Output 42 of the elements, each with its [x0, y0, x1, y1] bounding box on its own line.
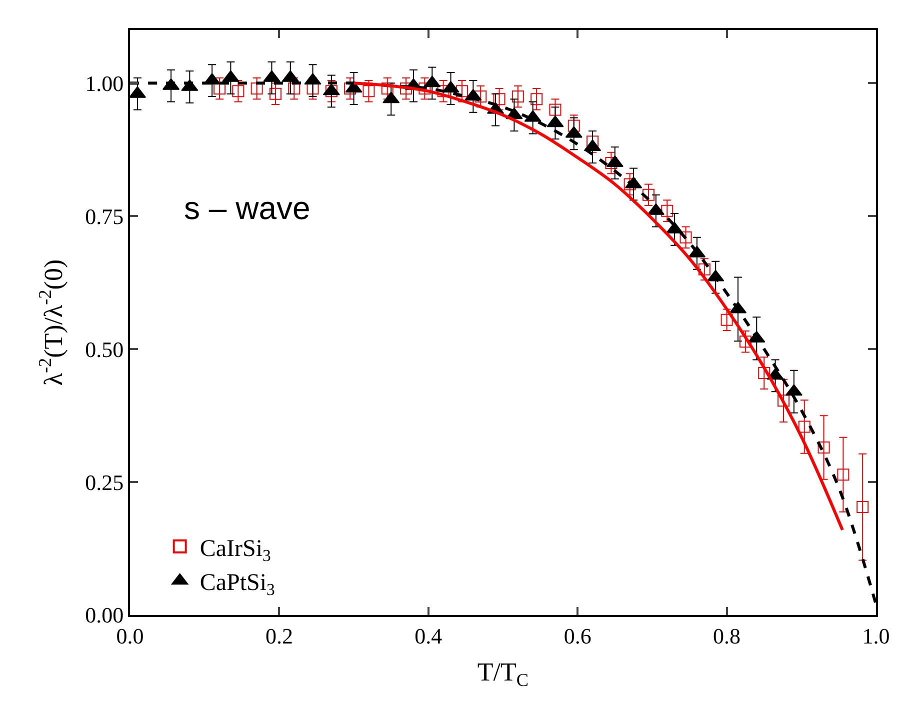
point	[680, 231, 692, 244]
point	[568, 120, 580, 132]
point	[474, 90, 487, 102]
x-tick-label: 0.8	[713, 623, 741, 648]
point	[720, 314, 733, 326]
y-tick-label: 0.25	[85, 470, 124, 495]
point	[232, 85, 244, 98]
point	[698, 263, 710, 276]
x-axis-title: T/T$_{C}$	[477, 658, 529, 690]
point	[325, 85, 338, 98]
x-tick-label: 0.2	[265, 623, 293, 648]
point	[642, 188, 654, 201]
point	[758, 367, 770, 380]
point	[549, 104, 562, 116]
y-tick-label: 1.00	[85, 70, 124, 96]
point	[778, 394, 790, 407]
y-tick-label: 0.50	[85, 336, 124, 362]
y-tick-label: 0.75	[85, 204, 124, 229]
x-tick-label: 0.6	[564, 623, 592, 648]
point	[362, 85, 375, 98]
point	[818, 441, 830, 454]
point	[661, 204, 674, 217]
point	[269, 88, 282, 100]
point	[130, 86, 146, 98]
point	[856, 501, 869, 514]
legend-label: CaPtSi$_{3}$	[200, 570, 275, 599]
point	[493, 93, 506, 106]
point	[739, 336, 752, 348]
annotation: s – wave	[184, 190, 310, 226]
point	[512, 90, 524, 102]
point	[624, 178, 636, 190]
point	[250, 82, 263, 94]
point	[586, 136, 599, 148]
point	[798, 420, 810, 433]
legend-label: CaIrSi$_{3}$	[200, 536, 271, 565]
x-tick-label: 0.4	[414, 623, 442, 648]
point	[456, 85, 468, 98]
point	[837, 468, 850, 481]
point	[381, 82, 394, 94]
point	[530, 93, 543, 106]
x-tick-label: 1.0	[862, 623, 890, 648]
point	[400, 82, 412, 94]
